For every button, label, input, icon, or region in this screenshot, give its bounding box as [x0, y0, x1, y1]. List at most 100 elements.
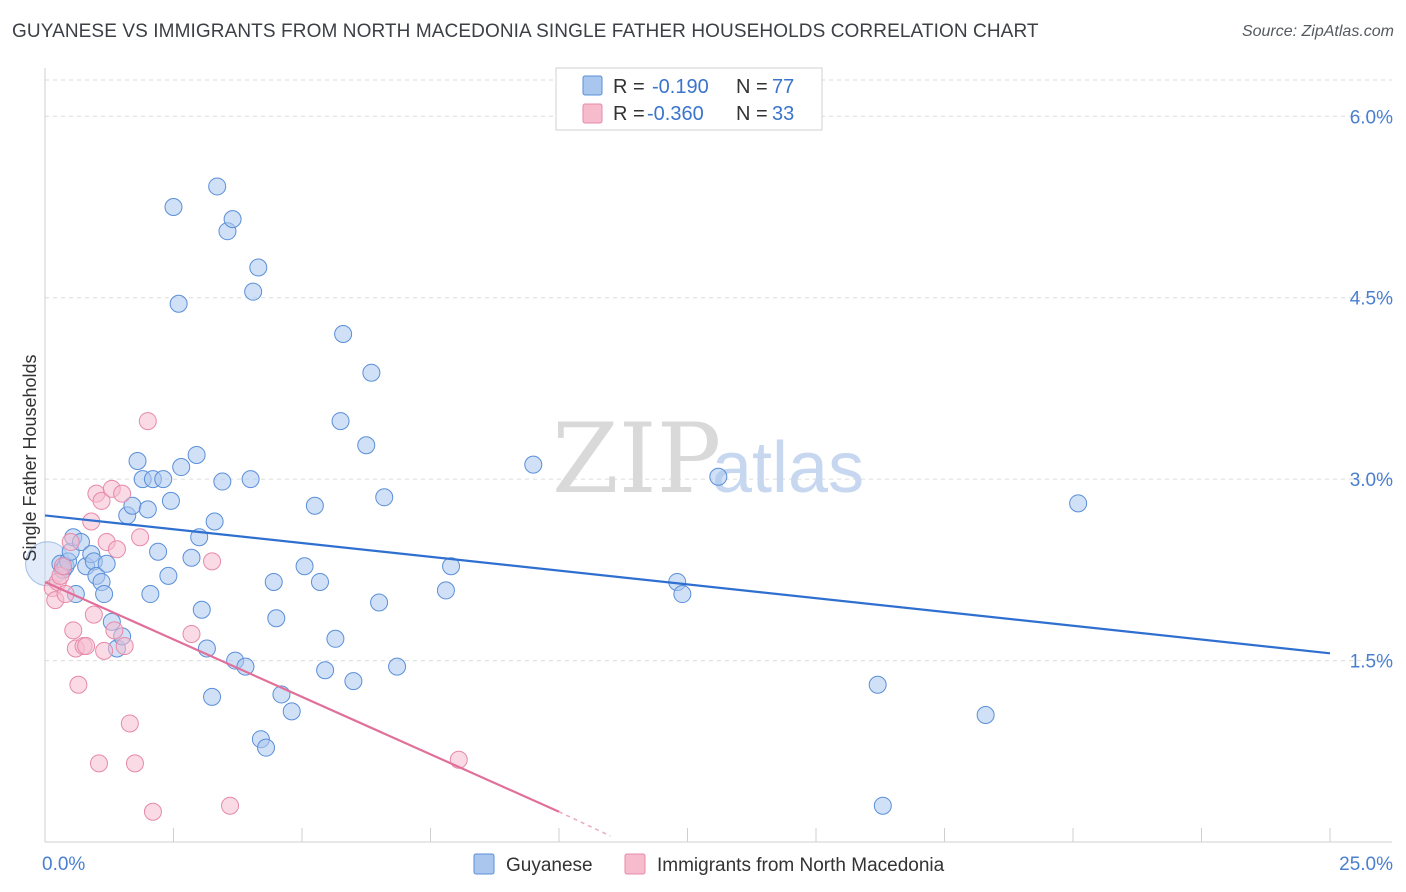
macedonia-point-27 [138, 412, 157, 431]
macedonia-point-22 [113, 484, 132, 503]
guyanese-point-71 [673, 585, 692, 604]
axes [44, 68, 1392, 843]
macedonia-trend-extension [558, 811, 611, 837]
guyanese-point-65 [375, 488, 394, 507]
macedonia-point-4 [53, 557, 72, 576]
guyanese-point-47 [249, 258, 268, 277]
guyanese-point-75 [976, 706, 995, 724]
macedonia-point-31 [221, 796, 240, 815]
guyanese-point-30 [169, 294, 188, 313]
legend-swatch-macedonia [582, 103, 603, 124]
guyanese-point-59 [331, 412, 350, 431]
guyanese-point-37 [203, 687, 222, 706]
guyanese-point-51 [267, 609, 286, 628]
guyanese-point-49 [257, 738, 276, 757]
chart-title: GUYANESE VS IMMIGRANTS FROM NORTH MACEDO… [12, 21, 1039, 42]
y-tick-label-2: 4.5% [1350, 289, 1393, 310]
guyanese-point-57 [316, 661, 335, 680]
macedonia-point-16 [92, 491, 111, 510]
guyanese-point-33 [187, 445, 206, 464]
guyanese-point-31 [172, 458, 191, 477]
macedonia-points [43, 412, 468, 821]
guyanese-point-40 [213, 472, 232, 491]
x-tick-label-0: 0.0% [42, 854, 85, 875]
guyanese-point-62 [357, 436, 376, 455]
guyanese-point-20 [128, 452, 147, 470]
guyanese-point-74 [873, 796, 892, 815]
macedonia-point-28 [143, 802, 162, 821]
bottom-legend-guyanese: Guyanese [506, 855, 593, 876]
guyanese-point-76 [1069, 494, 1088, 513]
macedonia-point-17 [95, 641, 114, 660]
macedonia-point-20 [105, 621, 124, 640]
guyanese-point-72 [709, 467, 728, 486]
macedonia-point-30 [203, 552, 222, 571]
trend-lines [44, 514, 1331, 837]
watermark-atlas: atlas [712, 428, 864, 508]
guyanese-point-38 [205, 512, 224, 531]
macedonia-point-13 [84, 605, 103, 624]
legend-n-value-2: 33 [772, 103, 794, 125]
guyanese-point-53 [282, 702, 301, 721]
series-legend: Guyanese Immigrants from North Macedonia [473, 853, 945, 876]
macedonia-point-7 [64, 621, 83, 640]
guyanese-point-27 [159, 566, 178, 585]
guyanese-point-69 [524, 455, 543, 474]
guyanese-point-58 [326, 629, 345, 648]
guyanese-point-13 [95, 585, 114, 604]
macedonia-point-15 [89, 754, 108, 773]
macedonia-point-21 [107, 540, 126, 559]
guyanese-point-73 [868, 675, 887, 694]
y-tick-label-0: 1.5% [1350, 652, 1393, 673]
guyanese-point-55 [305, 496, 324, 515]
guyanese-point-67 [436, 581, 455, 600]
watermark: ZIP atlas [552, 403, 864, 515]
guyanese-point-25 [149, 542, 168, 561]
guyanese-point-14 [97, 554, 116, 573]
guyanese-point-46 [244, 282, 263, 301]
macedonia-point-6 [61, 533, 80, 552]
legend-r-value-1: -0.190 [652, 76, 709, 98]
legend-r-label-1: R = [613, 76, 645, 98]
guyanese-point-39 [208, 177, 227, 196]
guyanese-point-68 [442, 557, 461, 576]
source-label: Source: ZipAtlas.com [1241, 23, 1394, 40]
guyanese-point-66 [388, 657, 407, 676]
x-tick-labels: 0.0% 25.0% [42, 854, 1393, 875]
macedonia-point-25 [125, 754, 144, 773]
macedonia-point-32 [449, 750, 468, 769]
legend-n-value-1: 77 [772, 76, 794, 98]
macedonia-trend-line [44, 580, 560, 813]
guyanese-point-64 [370, 593, 389, 612]
x-tick-label-1: 25.0% [1339, 854, 1393, 875]
macedonia-point-24 [120, 714, 139, 733]
guyanese-point-50 [264, 572, 283, 591]
y-tick-label-1: 3.0% [1350, 470, 1393, 491]
macedonia-point-26 [131, 528, 150, 547]
guyanese-point-22 [138, 500, 157, 519]
legend-n-label-1: N = [736, 76, 768, 98]
guyanese-point-63 [362, 363, 381, 382]
guyanese-point-56 [310, 572, 329, 591]
guyanese-points [25, 177, 1088, 815]
guyanese-trend-line [44, 514, 1331, 655]
legend-r-label-2: R = [613, 103, 645, 125]
guyanese-point-29 [164, 198, 183, 216]
guyanese-point-60 [334, 325, 353, 343]
guyanese-point-23 [141, 585, 160, 604]
guyanese-point-45 [241, 470, 260, 489]
legend-n-label-2: N = [736, 103, 768, 125]
y-tick-labels: 1.5% 3.0% 4.5% 6.0% [1350, 107, 1393, 672]
legend-swatch-guyanese [582, 75, 603, 96]
y-tick-label-3: 6.0% [1350, 107, 1393, 128]
macedonia-point-29 [182, 624, 201, 643]
guyanese-point-32 [182, 548, 201, 567]
watermark-zip: ZIP [552, 403, 721, 515]
guyanese-point-35 [192, 600, 211, 619]
bottom-legend-macedonia: Immigrants from North Macedonia [657, 855, 945, 876]
guyanese-point-61 [344, 672, 363, 691]
grid-lines [45, 79, 1392, 662]
guyanese-point-26 [154, 470, 173, 489]
macedonia-point-11 [77, 637, 96, 656]
